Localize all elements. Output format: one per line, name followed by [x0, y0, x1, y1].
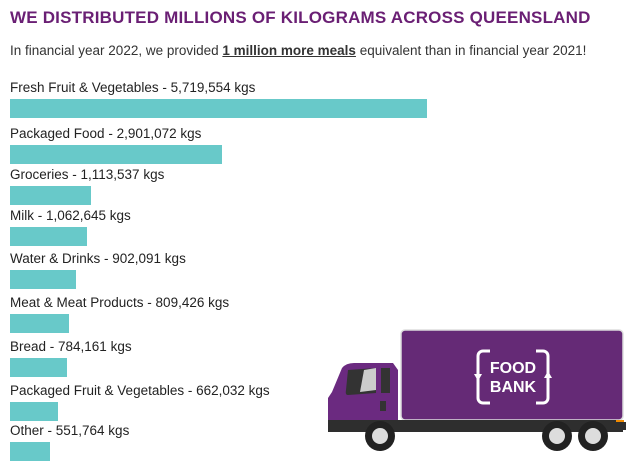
- foodbank-logo: FOOD BANK: [474, 348, 552, 406]
- subtitle-text: In financial year 2022, we provided: [10, 43, 223, 58]
- bar-label: Water & Drinks - 902,091 kgs: [10, 251, 186, 266]
- bar: [10, 442, 51, 461]
- bar-row: Fresh Fruit & Vegetables - 5,719,554 kgs: [10, 80, 630, 118]
- bar-label: Other - 551,764 kgs: [10, 423, 130, 438]
- svg-text:FOOD: FOOD: [490, 360, 536, 377]
- foodbank-truck-illustration: FOOD BANK: [328, 329, 626, 451]
- bar-label: Packaged Food - 2,901,072 kgs: [10, 126, 202, 141]
- bar: [10, 402, 59, 421]
- wheel-icon: [578, 421, 608, 451]
- bar-row: Packaged Food - 2,901,072 kgs: [10, 126, 630, 164]
- bar-label: Meat & Meat Products - 809,426 kgs: [10, 295, 230, 310]
- bar-label: Packaged Fruit & Vegetables - 662,032 kg…: [10, 383, 270, 398]
- bar-row: Meat & Meat Products - 809,426 kgs: [10, 295, 630, 333]
- bar: [10, 227, 88, 246]
- bar-row: Packaged Fruit & Vegetables - 662,032 kg…: [10, 383, 630, 421]
- truck-cab: [328, 363, 398, 432]
- bar-row: Milk - 1,062,645 kgs: [10, 208, 630, 246]
- bar-row: Water & Drinks - 902,091 kgs: [10, 251, 630, 289]
- subtitle-text-end: equivalent than in financial year 2021!: [355, 43, 587, 58]
- bar-row: Groceries - 1,113,537 kgs: [10, 167, 630, 205]
- bar: [10, 145, 222, 164]
- svg-text:BANK: BANK: [490, 379, 537, 396]
- bar-label: Groceries - 1,113,537 kgs: [10, 167, 165, 182]
- wheel-icon: [365, 421, 395, 451]
- bar: [10, 186, 92, 205]
- wheel-icon: [542, 421, 572, 451]
- bar: [10, 270, 76, 289]
- bar-row: Bread - 784,161 kgs: [10, 339, 630, 377]
- page-title: WE DISTRIBUTED MILLIONS OF KILOGRAMS ACR…: [10, 8, 591, 27]
- bar: [10, 99, 427, 118]
- subtitle: In financial year 2022, we provided 1 mi…: [10, 43, 630, 58]
- bar-label: Fresh Fruit & Vegetables - 5,719,554 kgs: [10, 80, 256, 95]
- subtitle-highlight: 1 million more meals: [222, 43, 356, 58]
- bar: [10, 358, 68, 377]
- bar-label: Bread - 784,161 kgs: [10, 339, 132, 354]
- bar: [10, 314, 69, 333]
- bar-label: Milk - 1,062,645 kgs: [10, 208, 131, 223]
- bar-row: Other - 551,764 kgs: [10, 423, 630, 461]
